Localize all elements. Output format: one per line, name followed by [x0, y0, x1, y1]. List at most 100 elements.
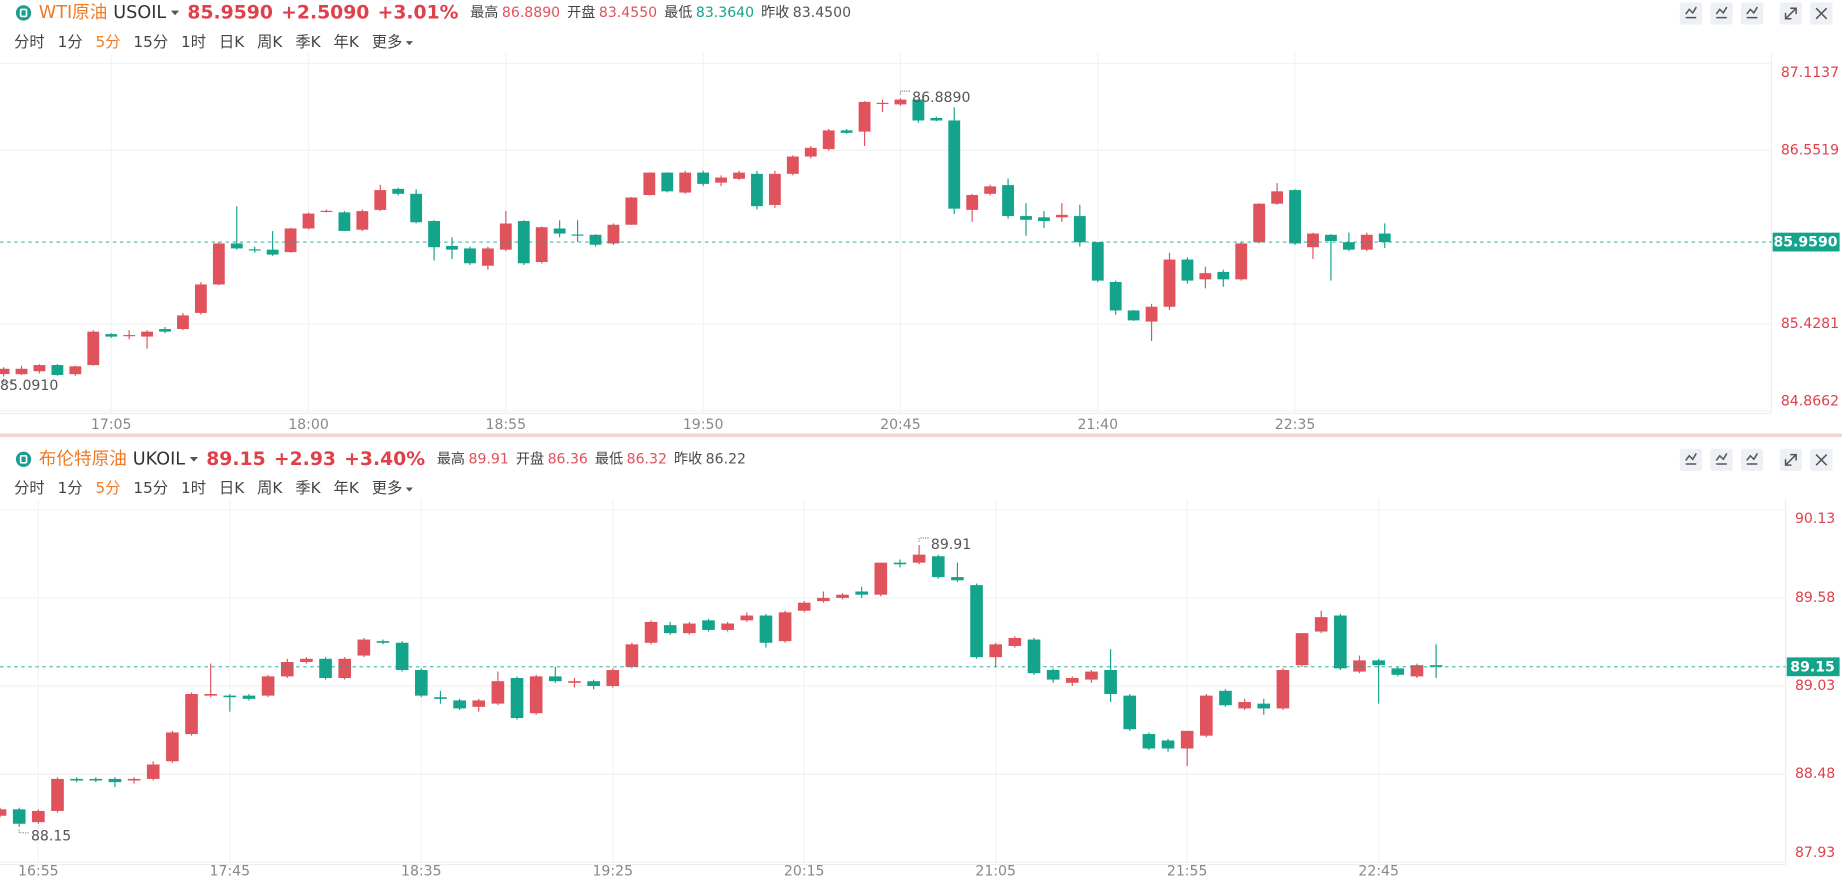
toolbar-button[interactable] — [1679, 448, 1703, 472]
candle-body — [1217, 271, 1230, 280]
candle-body — [127, 778, 141, 781]
stat-value: 83.3640 — [696, 5, 754, 21]
period-tab[interactable]: 更多 — [372, 33, 403, 51]
symbol-name: WTI原油 — [39, 3, 108, 23]
x-tick-label: 17:05 — [91, 417, 132, 433]
candle-body — [529, 676, 543, 714]
candle-body — [141, 331, 154, 337]
candle-body — [876, 102, 889, 105]
toolbar-button[interactable] — [1710, 2, 1733, 25]
candle-body — [392, 188, 405, 194]
candle-body — [644, 621, 658, 643]
period-tab[interactable]: 1分 — [58, 33, 83, 51]
candle-body — [1271, 191, 1284, 204]
last-price-tag — [1772, 232, 1840, 252]
candle-body — [428, 221, 440, 248]
period-tab[interactable]: 1时 — [181, 479, 206, 497]
candle-body — [376, 641, 390, 643]
x-tick-label: 18:55 — [486, 417, 527, 433]
symbol-caret[interactable] — [170, 10, 180, 16]
last-price: 85.9590 — [187, 2, 273, 23]
candle-body — [606, 669, 620, 687]
y-tick-label: 86.5519 — [1781, 142, 1839, 158]
candle-body — [395, 642, 409, 670]
toolbar-button[interactable] — [1679, 2, 1703, 25]
stat-label: 昨收 — [761, 5, 789, 21]
period-tab[interactable]: 周K — [257, 479, 283, 497]
candle-body — [1219, 690, 1232, 706]
toolbar-icon — [1746, 6, 1759, 19]
candle-body — [499, 223, 512, 250]
candle-body — [1085, 671, 1098, 680]
candle-body — [912, 554, 926, 563]
period-tab[interactable]: 1时 — [181, 33, 206, 51]
candle-body — [280, 661, 294, 677]
y-tick-label: 87.1137 — [1781, 65, 1839, 81]
candle-body — [1276, 669, 1290, 709]
period-tab[interactable]: 15分 — [133, 479, 168, 497]
period-tab[interactable]: 1分 — [58, 479, 83, 497]
stat-label: 开盘 — [516, 450, 544, 467]
period-tab[interactable]: 年K — [334, 479, 360, 497]
candle-body — [177, 315, 189, 330]
candle-body — [185, 694, 198, 735]
candle-body — [1235, 243, 1248, 280]
period-tab[interactable]: 5分 — [96, 479, 121, 497]
candle-body — [1104, 669, 1117, 695]
candle-body — [491, 681, 505, 704]
candle-body — [15, 368, 28, 375]
candle-body — [1127, 310, 1140, 321]
period-tab[interactable]: 分时 — [14, 33, 45, 51]
toolbar-button[interactable] — [1740, 448, 1764, 472]
panel-divider — [0, 433, 1842, 437]
y-tick-label: 89.03 — [1795, 678, 1835, 694]
stat-value: 83.4550 — [599, 5, 657, 21]
candle-body — [733, 172, 745, 179]
candle-body — [410, 193, 423, 223]
period-tab[interactable]: 分时 — [14, 479, 45, 497]
candle-body — [261, 676, 275, 696]
candle-body — [159, 329, 171, 332]
period-tab[interactable]: 周K — [257, 33, 283, 51]
candle-body — [166, 732, 179, 762]
period-tab[interactable]: 日K — [219, 479, 245, 497]
candle-body — [284, 228, 297, 253]
candle-body — [434, 697, 447, 699]
candle-body — [1123, 695, 1137, 730]
period-tab[interactable]: 15分 — [133, 33, 168, 51]
period-tab[interactable]: 季K — [295, 33, 321, 51]
y-tick-label: 87.93 — [1795, 845, 1835, 861]
candle-body — [146, 764, 160, 779]
candle-body — [242, 695, 256, 699]
candle-body — [1199, 273, 1212, 280]
candle-body — [510, 677, 524, 719]
candle-body — [817, 597, 830, 602]
candle-body — [1410, 665, 1424, 677]
period-tab[interactable]: 日K — [219, 33, 245, 51]
candle-body — [320, 210, 333, 212]
candle-body — [248, 249, 261, 251]
symbol-caret[interactable] — [189, 456, 199, 462]
more-caret[interactable] — [405, 487, 413, 492]
candle-body — [1142, 734, 1156, 749]
candle-body — [108, 778, 122, 783]
price-change: +2.93 — [274, 449, 336, 470]
more-caret[interactable] — [405, 41, 413, 46]
price-change: +2.5090 — [281, 2, 369, 23]
candle-body — [12, 809, 26, 824]
toolbar-button[interactable] — [1740, 2, 1764, 25]
period-tab[interactable]: 年K — [334, 33, 360, 51]
candle-body — [931, 556, 945, 578]
toolbar-button[interactable] — [1710, 448, 1733, 472]
period-tab[interactable]: 5分 — [96, 33, 121, 51]
period-tab[interactable]: 季K — [295, 479, 321, 497]
candle-body — [1253, 203, 1266, 243]
candle-body — [822, 130, 835, 150]
period-tab[interactable]: 更多 — [372, 479, 403, 497]
stat-value: 86.8890 — [502, 5, 560, 21]
candle-body — [87, 331, 100, 366]
candle-body — [1181, 259, 1194, 281]
price-change-pct: +3.40% — [344, 449, 425, 470]
candle-body — [759, 615, 773, 643]
